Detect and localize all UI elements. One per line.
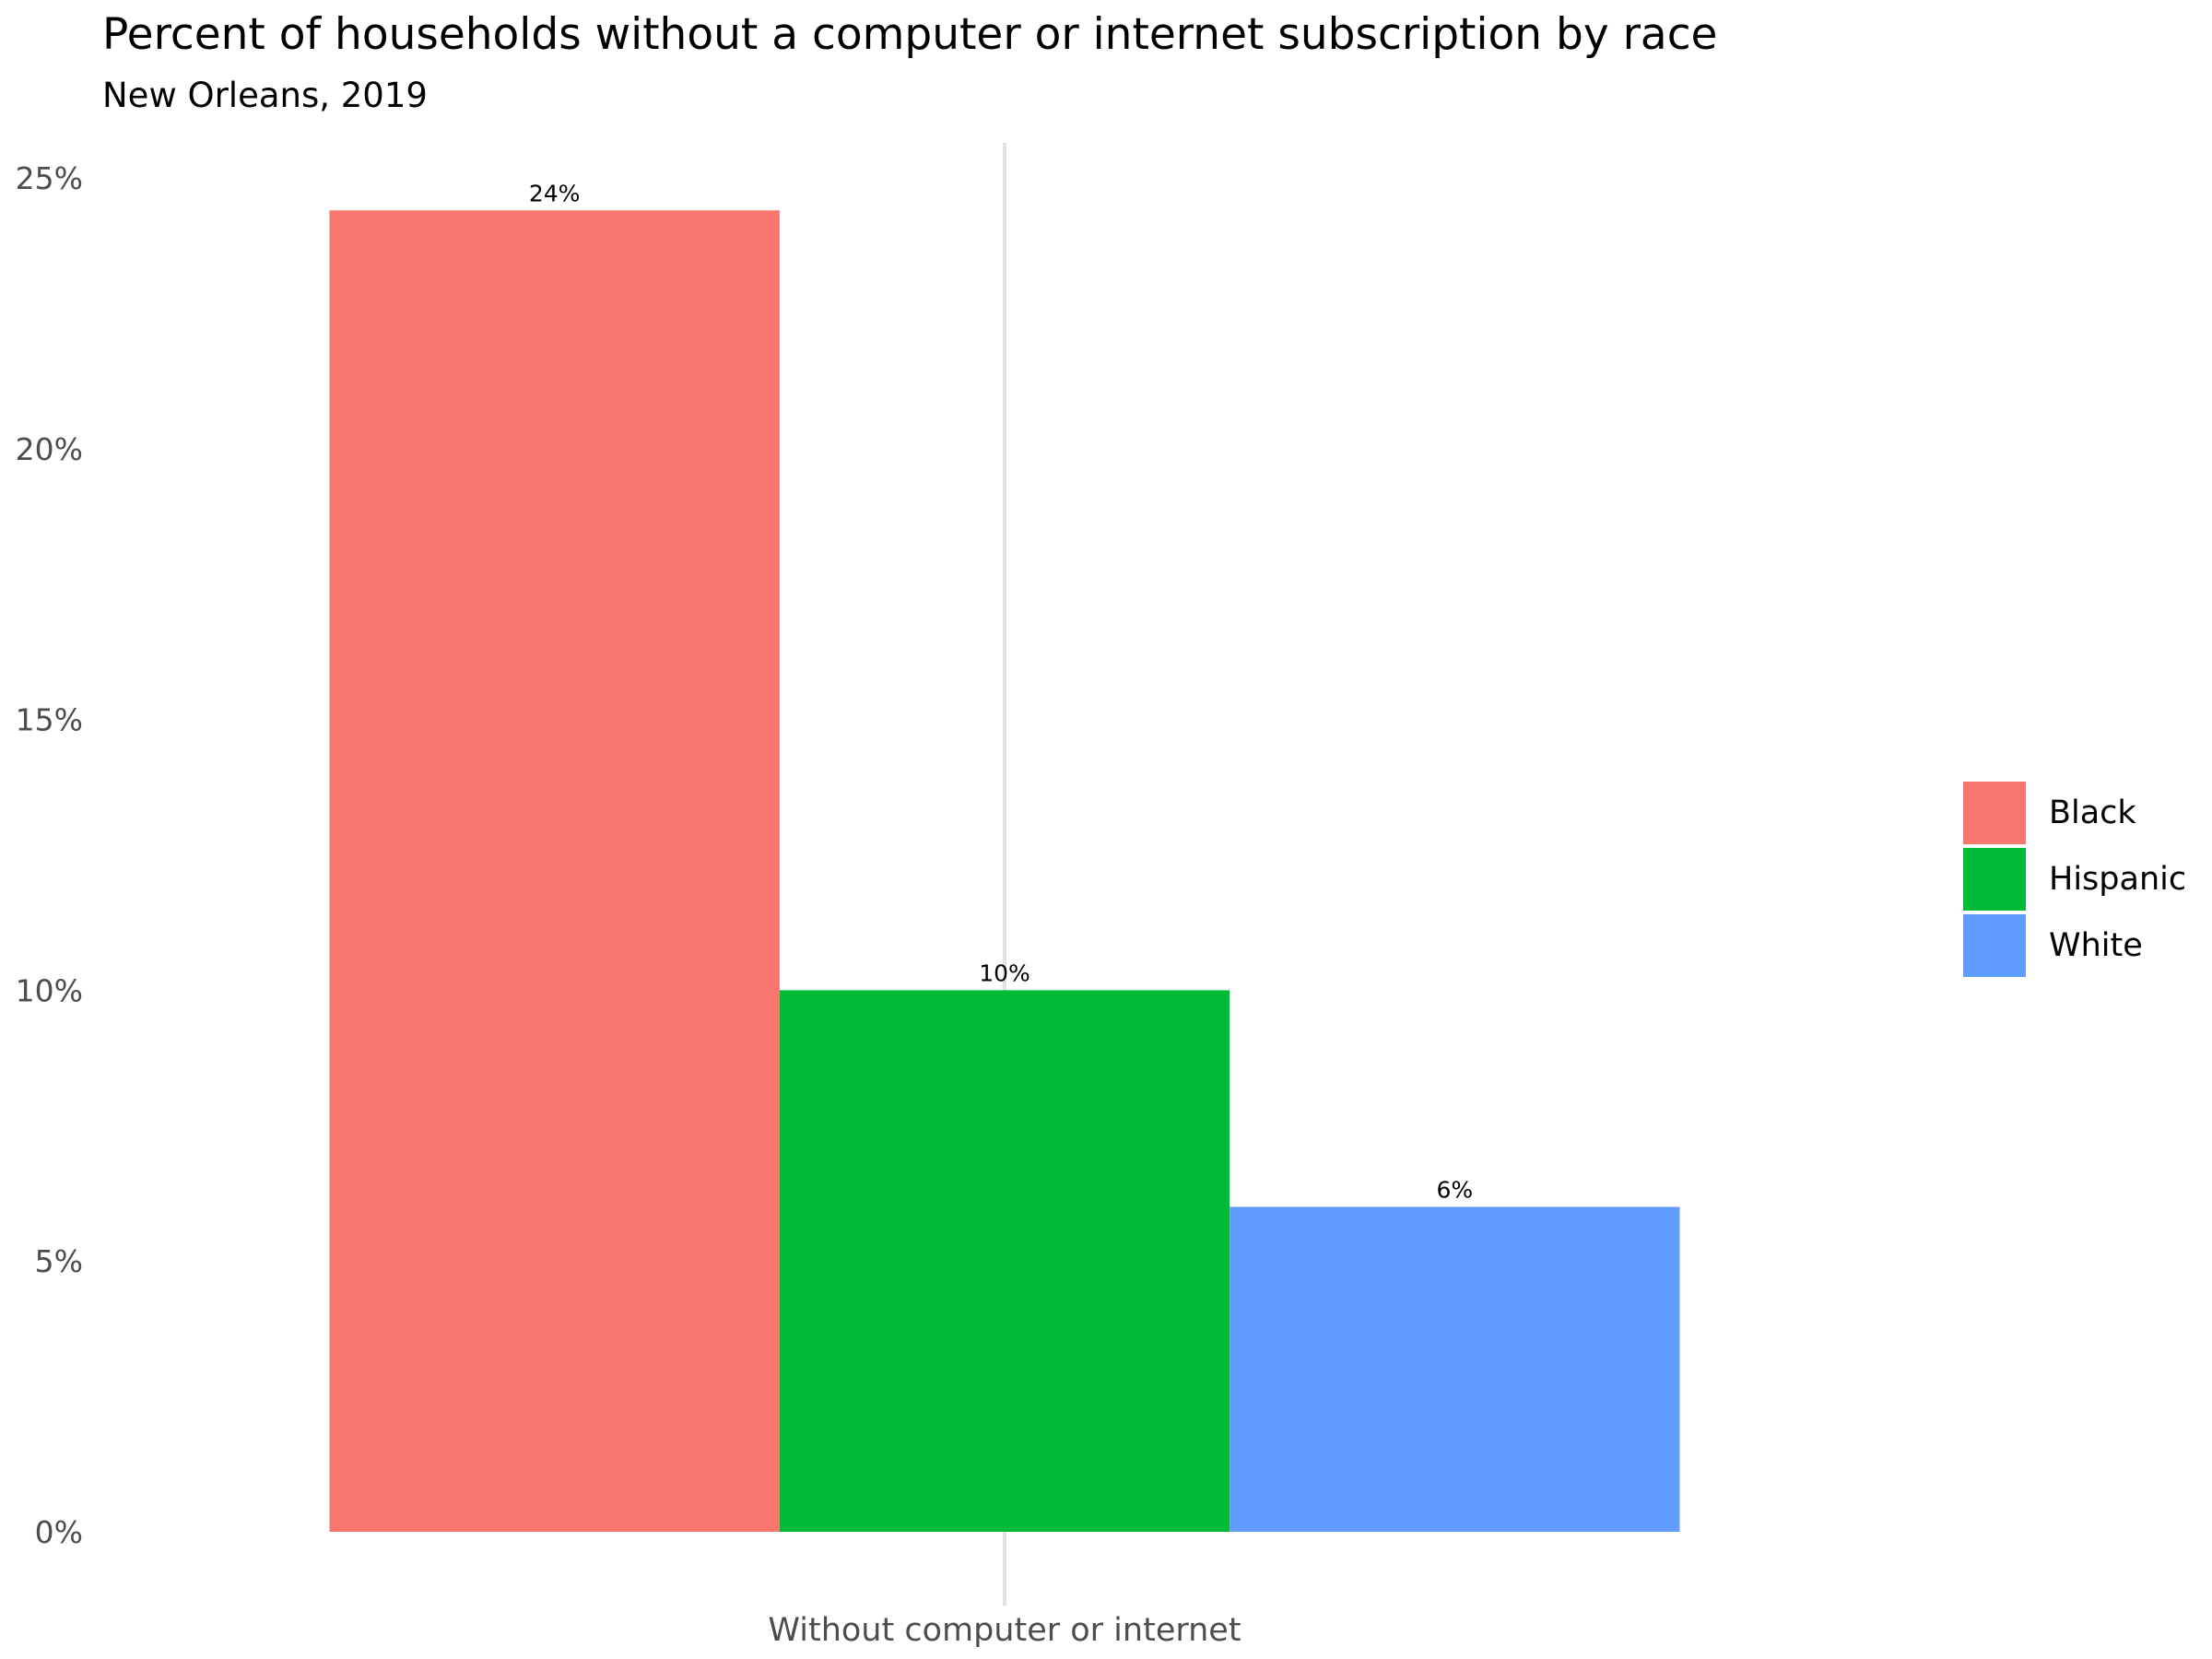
chart-title: Percent of households without a computer… [102, 9, 1718, 60]
data-label: 24% [529, 180, 581, 206]
legend-key [1963, 782, 2026, 844]
legend-label: Hispanic [2049, 861, 2187, 898]
legend-item-hispanic: Hispanic [1963, 846, 2186, 912]
data-labels: 24% 10% 6% [529, 180, 1473, 1203]
y-tick-label: 20% [16, 431, 83, 467]
bars [329, 210, 1680, 1533]
bar-black [329, 210, 780, 1533]
legend-label: Black [2049, 794, 2136, 831]
x-axis-ticks: Without computer or internet [768, 1612, 1241, 1649]
y-tick-label: 5% [35, 1243, 83, 1279]
y-tick-label: 15% [16, 702, 83, 738]
data-label: 10% [979, 959, 1030, 986]
legend-label: White [2049, 927, 2143, 964]
chart-subtitle: New Orleans, 2019 [102, 76, 428, 115]
y-axis-ticks: 0% 5% 10% 15% 20% 25% [16, 160, 83, 1550]
x-tick-label: Without computer or internet [768, 1612, 1241, 1649]
bar-white [1230, 1206, 1680, 1532]
legend-item-white: White [1963, 912, 2186, 979]
bar-hispanic [779, 990, 1230, 1532]
legend-item-black: Black [1963, 780, 2186, 846]
legend-key [1963, 848, 2026, 911]
y-tick-label: 0% [35, 1514, 83, 1550]
legend: Black Hispanic White [1963, 780, 2186, 979]
y-tick-label: 25% [16, 160, 83, 196]
legend-key [1963, 914, 2026, 977]
y-tick-label: 10% [16, 972, 83, 1008]
data-label: 6% [1436, 1176, 1473, 1203]
